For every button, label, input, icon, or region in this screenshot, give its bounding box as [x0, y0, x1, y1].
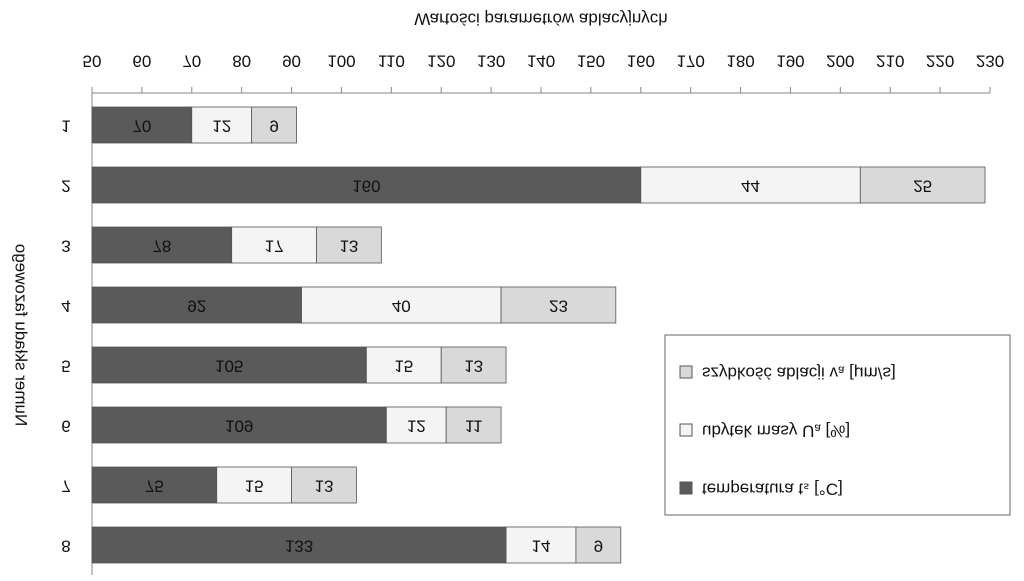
y-tick-label: 1 [61, 117, 70, 136]
data-label: 15 [245, 477, 264, 496]
data-label: 25 [913, 177, 932, 196]
x-tick-label: 160 [627, 52, 655, 71]
data-label: 105 [215, 357, 243, 376]
legend-swatch [679, 481, 693, 495]
bar-segment [91, 406, 387, 444]
y-axis-title: Numer składu fazowego [12, 244, 31, 426]
y-tick-label: 6 [61, 417, 70, 436]
x-tick-label: 150 [577, 52, 605, 71]
x-axis-title: Wartości parametrów ablacyjnych [414, 10, 668, 29]
data-label: 13 [315, 477, 334, 496]
data-label: 75 [145, 477, 164, 496]
data-label: 92 [187, 297, 206, 316]
data-label: 14 [532, 537, 551, 556]
bar-segment [505, 526, 577, 564]
bar-segment [231, 226, 317, 264]
data-label: 9 [269, 117, 278, 136]
data-label: 13 [339, 237, 358, 256]
bar-segment [91, 466, 218, 504]
x-tick-label: 110 [378, 52, 405, 71]
x-tick-label: 50 [83, 52, 102, 71]
y-tick-label: 3 [61, 237, 70, 256]
bar-segment [440, 346, 507, 384]
bar-segment [91, 346, 367, 384]
x-tick-label: 220 [926, 52, 954, 71]
legend-swatch [679, 365, 693, 379]
bar-segment [291, 466, 357, 504]
data-label: 133 [285, 537, 313, 556]
x-tick-label: 120 [427, 52, 455, 71]
x-tick-label: 180 [726, 52, 754, 71]
data-label: 44 [741, 177, 760, 196]
x-tick-label: 130 [477, 52, 505, 71]
legend-box [664, 334, 1011, 516]
data-label: 9 [594, 537, 603, 556]
data-label: 23 [549, 297, 568, 316]
x-tick-label: 190 [776, 52, 804, 71]
data-label: 11 [465, 417, 483, 436]
x-tick-label: 140 [527, 52, 555, 71]
data-label: 109 [225, 417, 253, 436]
x-tick-label: 90 [282, 52, 301, 71]
data-label: 15 [394, 357, 413, 376]
data-label: 12 [212, 117, 231, 136]
bar-segment [500, 286, 617, 324]
data-label: 160 [352, 177, 380, 196]
legend-label: temperatura tₛ [°C] [702, 480, 843, 499]
bar-segment [859, 166, 986, 204]
x-tick-label: 60 [132, 52, 151, 71]
data-label: 78 [152, 237, 171, 256]
y-tick-label: 4 [61, 297, 70, 316]
y-tick-label: 5 [61, 357, 70, 376]
bar-segment [365, 346, 442, 384]
y-tick-label: 2 [61, 177, 70, 196]
y-tick-label: 7 [61, 477, 70, 496]
x-tick-label: 80 [232, 52, 251, 71]
bar-segment [91, 166, 642, 204]
y-tick-label: 8 [61, 537, 70, 556]
x-tick-label: 210 [876, 52, 904, 71]
bar-segment [251, 106, 297, 144]
bar-segment [301, 286, 502, 324]
data-label: 17 [265, 237, 284, 256]
x-tick-label: 100 [327, 52, 355, 71]
x-tick-label: 170 [676, 52, 704, 71]
bar-segment [91, 286, 302, 324]
x-tick-label: 200 [826, 52, 854, 71]
bar-segment [216, 466, 292, 504]
legend-label: ubytek masy Uₐ [%] [702, 422, 850, 441]
data-label: 12 [407, 417, 426, 436]
bar-segment [316, 226, 382, 264]
data-label: 40 [392, 297, 411, 316]
legend-label: szybkość ablacji vₐ [μm/s] [702, 364, 896, 383]
data-label: 13 [464, 357, 483, 376]
x-tick-label: 70 [182, 52, 201, 71]
x-tick-label: 230 [976, 52, 1004, 71]
legend-swatch [679, 423, 693, 437]
bar-segment [445, 406, 502, 444]
bar-segment [385, 406, 447, 444]
data-label: 70 [132, 117, 151, 136]
plot: Wartości parametrów ablacyjnych 50 60 70 80 9… [12, 10, 1011, 575]
bar-segment [575, 526, 622, 564]
bar-segment [640, 166, 861, 204]
bar-segment [91, 526, 507, 564]
